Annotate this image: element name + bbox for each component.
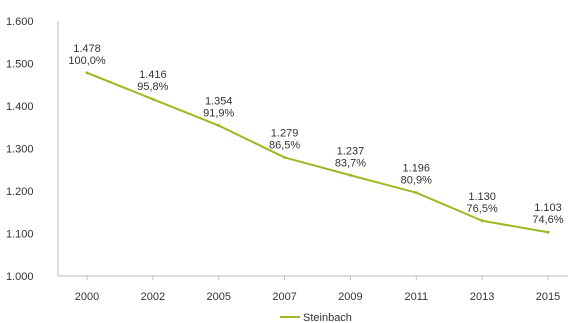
x-tick-label: 2000: [75, 291, 99, 303]
data-point: [348, 173, 352, 177]
data-percent-label: 80,9%: [401, 175, 432, 187]
series-line-steinbach: [86, 71, 549, 234]
x-tick-label: 2002: [141, 291, 165, 303]
data-point: [151, 97, 155, 101]
y-tick-label: 1.600: [6, 16, 34, 28]
legend-label-steinbach: Steinbach: [303, 312, 352, 323]
x-tick-label: 2007: [272, 291, 296, 303]
x-axis: 2000 2002 2005 2007 2009 2011 2013 2015: [58, 275, 568, 303]
data-value-label: 1.130: [468, 191, 496, 203]
data-point: [480, 219, 484, 223]
y-tick-label: 1.000: [6, 271, 34, 283]
data-value-label: 1.478: [73, 43, 101, 55]
data-percent-label: 91,9%: [203, 108, 234, 120]
x-tick-label: 2013: [470, 291, 494, 303]
data-value-label: 1.416: [139, 69, 167, 81]
series-group: [85, 71, 550, 234]
data-percent-label: 86,5%: [269, 139, 300, 151]
legend: Steinbach: [280, 312, 352, 323]
data-percent-label: 95,8%: [137, 81, 168, 93]
data-value-label: 1.196: [403, 163, 431, 175]
x-tick-label: 2009: [338, 291, 362, 303]
x-tick-label: 2015: [536, 291, 560, 303]
data-point: [546, 230, 550, 234]
data-value-label: 1.237: [337, 145, 365, 157]
data-percent-label: 74,6%: [532, 214, 563, 226]
x-tick-label: 2011: [404, 291, 428, 303]
y-axis: 1.000 1.100 1.200 1.300 1.400 1.500 1.600: [6, 16, 59, 283]
data-value-label: 1.103: [534, 202, 562, 214]
y-tick-label: 1.200: [6, 186, 34, 198]
data-percent-label: 83,7%: [335, 157, 366, 169]
data-point: [283, 155, 287, 159]
data-percent-label: 100,0%: [68, 55, 106, 67]
data-value-label: 1.279: [271, 127, 299, 139]
y-tick-label: 1.100: [6, 229, 34, 241]
data-point: [414, 191, 418, 195]
y-tick-label: 1.500: [6, 59, 34, 71]
x-tick-label: 2005: [206, 291, 230, 303]
data-percent-label: 76,5%: [467, 203, 498, 215]
data-value-label: 1.354: [205, 96, 233, 108]
data-point: [85, 71, 89, 75]
y-tick-label: 1.400: [6, 101, 34, 113]
data-point: [217, 124, 221, 128]
y-tick-label: 1.300: [6, 144, 34, 156]
